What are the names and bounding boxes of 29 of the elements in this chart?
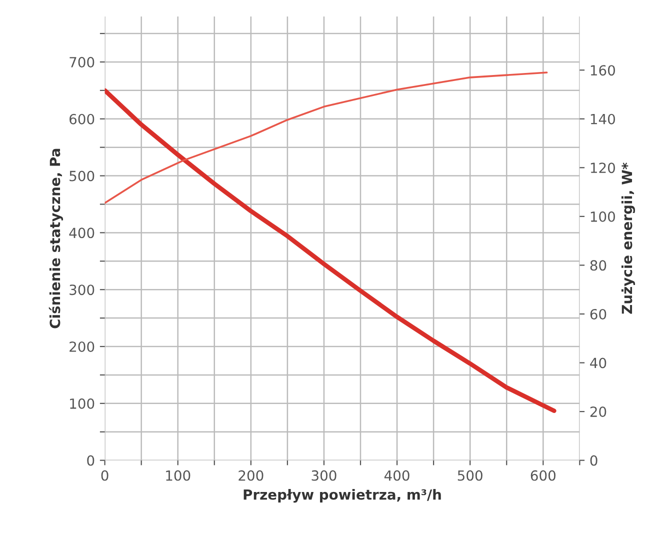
x-tick-label: 500: [458, 470, 482, 481]
y2-tick-label: 160: [590, 65, 615, 76]
y2-tick-label: 80: [590, 260, 606, 271]
y-tick-label: 700: [70, 56, 94, 68]
y2-tick-label: 40: [590, 358, 606, 368]
y2-tick-label: 140: [590, 114, 615, 124]
x-tick-label: 0: [101, 470, 108, 481]
x-axis-title: Przepływ powietrza, m³/h: [244, 489, 441, 503]
y-tick-label: 200: [70, 341, 94, 352]
y2-axis-title: Zużycie energii, W*: [621, 162, 636, 314]
x-tick-label: 600: [530, 470, 556, 481]
x-tick-label: 400: [384, 470, 410, 481]
y-tick-label: 600: [70, 114, 94, 124]
y-axis-title: Ciśnienie statyczne, Pa: [48, 148, 64, 328]
y2-tick-label: 0: [590, 455, 598, 466]
y-tick-label: 300: [70, 284, 94, 296]
y2-tick-label: 60: [590, 308, 606, 320]
y2-tick-label: 100: [590, 211, 615, 222]
x-tick-label: 200: [238, 470, 264, 481]
y-tick-label: 400: [69, 228, 94, 238]
y2-tick-label: 20: [590, 406, 606, 418]
y2-tick-label: 120: [590, 162, 615, 174]
y-tick-label: 500: [70, 170, 94, 182]
line-series: [104, 88, 556, 414]
x-tick-label: 300: [312, 470, 336, 481]
line-series: [104, 72, 548, 204]
y-tick-label: 100: [70, 398, 94, 409]
x-tick-label: 100: [166, 470, 190, 481]
y-tick-label: 0: [87, 455, 94, 466]
